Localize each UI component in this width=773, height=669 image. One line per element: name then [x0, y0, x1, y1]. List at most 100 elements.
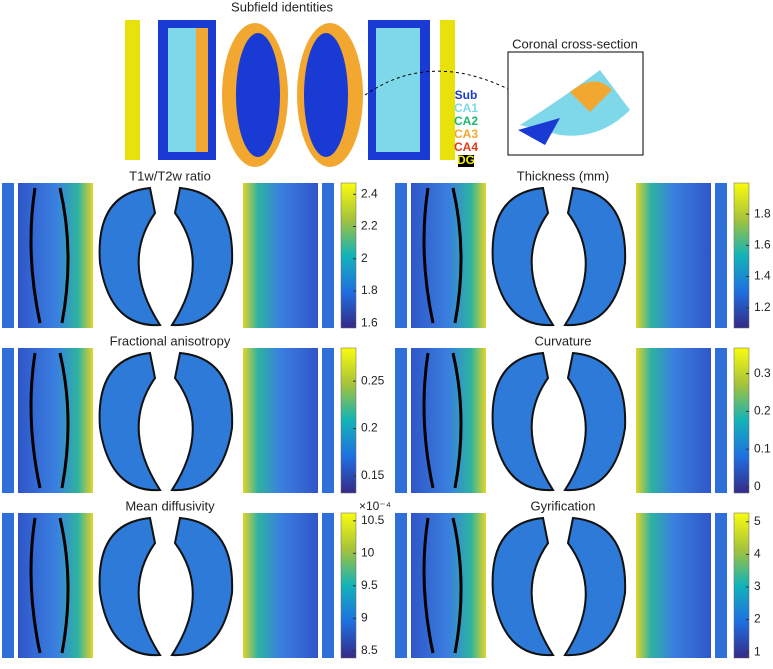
panel: Fractional anisotropy 0.15 0.2 0.25 [2, 333, 385, 494]
colorbar-tick-label: 10 [361, 545, 375, 559]
strip [395, 348, 407, 493]
strip [322, 348, 334, 493]
colorbar-tick-label: 2 [361, 251, 368, 265]
subfield-figure: Subfield identities Coronal cross-sectio… [125, 0, 644, 167]
surface [170, 186, 234, 327]
strip [2, 348, 14, 493]
strip [2, 513, 14, 658]
legend-label: CA3 [454, 127, 478, 141]
outline [29, 517, 70, 654]
colorbar-tick-label: 0.25 [361, 373, 385, 387]
colorbar-tick-label: 4 [754, 547, 761, 561]
colorbar-tick-label: 1.2 [754, 300, 771, 314]
map [636, 183, 711, 328]
map [411, 183, 486, 328]
panel-title: Thickness (mm) [517, 168, 609, 183]
outline [422, 517, 463, 654]
colorbar-tick-label: 10.5 [361, 513, 385, 527]
surface [563, 516, 627, 657]
surface [170, 516, 234, 657]
colorbar-tick-label: 8.5 [361, 643, 378, 657]
colorbar-tick-label: 0.3 [754, 366, 771, 380]
strip [715, 348, 727, 493]
panel-title: T1w/T2w ratio [129, 168, 211, 183]
surface [304, 33, 348, 157]
strip [2, 183, 14, 328]
panel-title: Curvature [534, 333, 591, 348]
map [18, 513, 93, 658]
surface [491, 351, 555, 492]
legend-label: CA1 [454, 101, 478, 115]
panel-title: Mean diffusivity [125, 498, 215, 513]
surface [98, 351, 162, 492]
colorbar-tick-label: 2.4 [361, 186, 378, 200]
surface [170, 351, 234, 492]
strip [395, 513, 407, 658]
connector [364, 70, 511, 96]
map [243, 348, 318, 493]
surface [98, 186, 162, 327]
surface [491, 516, 555, 657]
outline [29, 187, 70, 324]
colorbar-tick-label: 1 [754, 644, 761, 658]
panel: Thickness (mm) 1.2 1.4 1.6 1.8 [395, 168, 771, 329]
strip [125, 20, 140, 160]
colorbar-tick-label: 0 [754, 479, 761, 493]
colorbar [340, 182, 357, 329]
map [243, 183, 318, 328]
colorbar-tick-label: 0.1 [754, 441, 771, 455]
map [196, 28, 208, 152]
map [636, 513, 711, 658]
panel: Gyrification 1 2 3 4 5 [395, 498, 761, 658]
panel: Curvature 0 0.1 0.2 0.3 [395, 333, 771, 494]
colorbar-tick-label: 1.4 [754, 269, 771, 283]
surface [563, 351, 627, 492]
colorbar-tick-label: 0.2 [754, 404, 771, 418]
legend-label: Sub [455, 88, 478, 102]
legend-label: CA4 [454, 140, 478, 154]
outline [422, 187, 463, 324]
panel: T1w/T2w ratio 1.6 1.8 2 2.2 2.4 [2, 168, 378, 329]
strip [322, 183, 334, 328]
inset-title: Coronal cross-section [512, 36, 638, 51]
map [168, 28, 198, 152]
cross-section [570, 81, 612, 112]
outline [422, 352, 463, 489]
panel-title: Gyrification [530, 498, 595, 513]
colorbar-multiplier: ×10⁻⁴ [359, 499, 391, 513]
surface [491, 186, 555, 327]
map [636, 348, 711, 493]
colorbar-tick-label: 2 [754, 612, 761, 626]
colorbar [733, 512, 750, 659]
colorbar-tick-label: 5 [754, 514, 761, 528]
surface [98, 516, 162, 657]
panels: T1w/T2w ratio 1.6 1.8 2 2.2 2.4 Thickness (mm)… [2, 168, 771, 658]
map [243, 513, 318, 658]
colorbar-tick-label: 9 [361, 611, 368, 625]
colorbar-tick-label: 1.6 [361, 315, 378, 329]
colorbar-tick-label: 3 [754, 579, 761, 593]
strip [715, 183, 727, 328]
colorbar-tick-label: 9.5 [361, 578, 378, 592]
colorbar-tick-label: 0.2 [361, 421, 378, 435]
strip [322, 513, 334, 658]
outline [29, 352, 70, 489]
strip [440, 20, 455, 160]
map [411, 348, 486, 493]
panel: Mean diffusivity 8.5 9 9.5 10 10.5×10⁻⁴ [2, 498, 391, 659]
colorbar [340, 347, 357, 494]
strip [715, 513, 727, 658]
colorbar [733, 182, 750, 329]
panel-title: Fractional anisotropy [110, 333, 231, 348]
strip [395, 183, 407, 328]
map [411, 513, 486, 658]
legend-label: CA2 [454, 114, 478, 128]
cross-section [518, 118, 560, 145]
map [376, 28, 420, 152]
map [18, 348, 93, 493]
colorbar-tick-label: 1.8 [361, 283, 378, 297]
colorbar-tick-label: 1.8 [754, 206, 771, 220]
colorbar-tick-label: 1.6 [754, 238, 771, 252]
